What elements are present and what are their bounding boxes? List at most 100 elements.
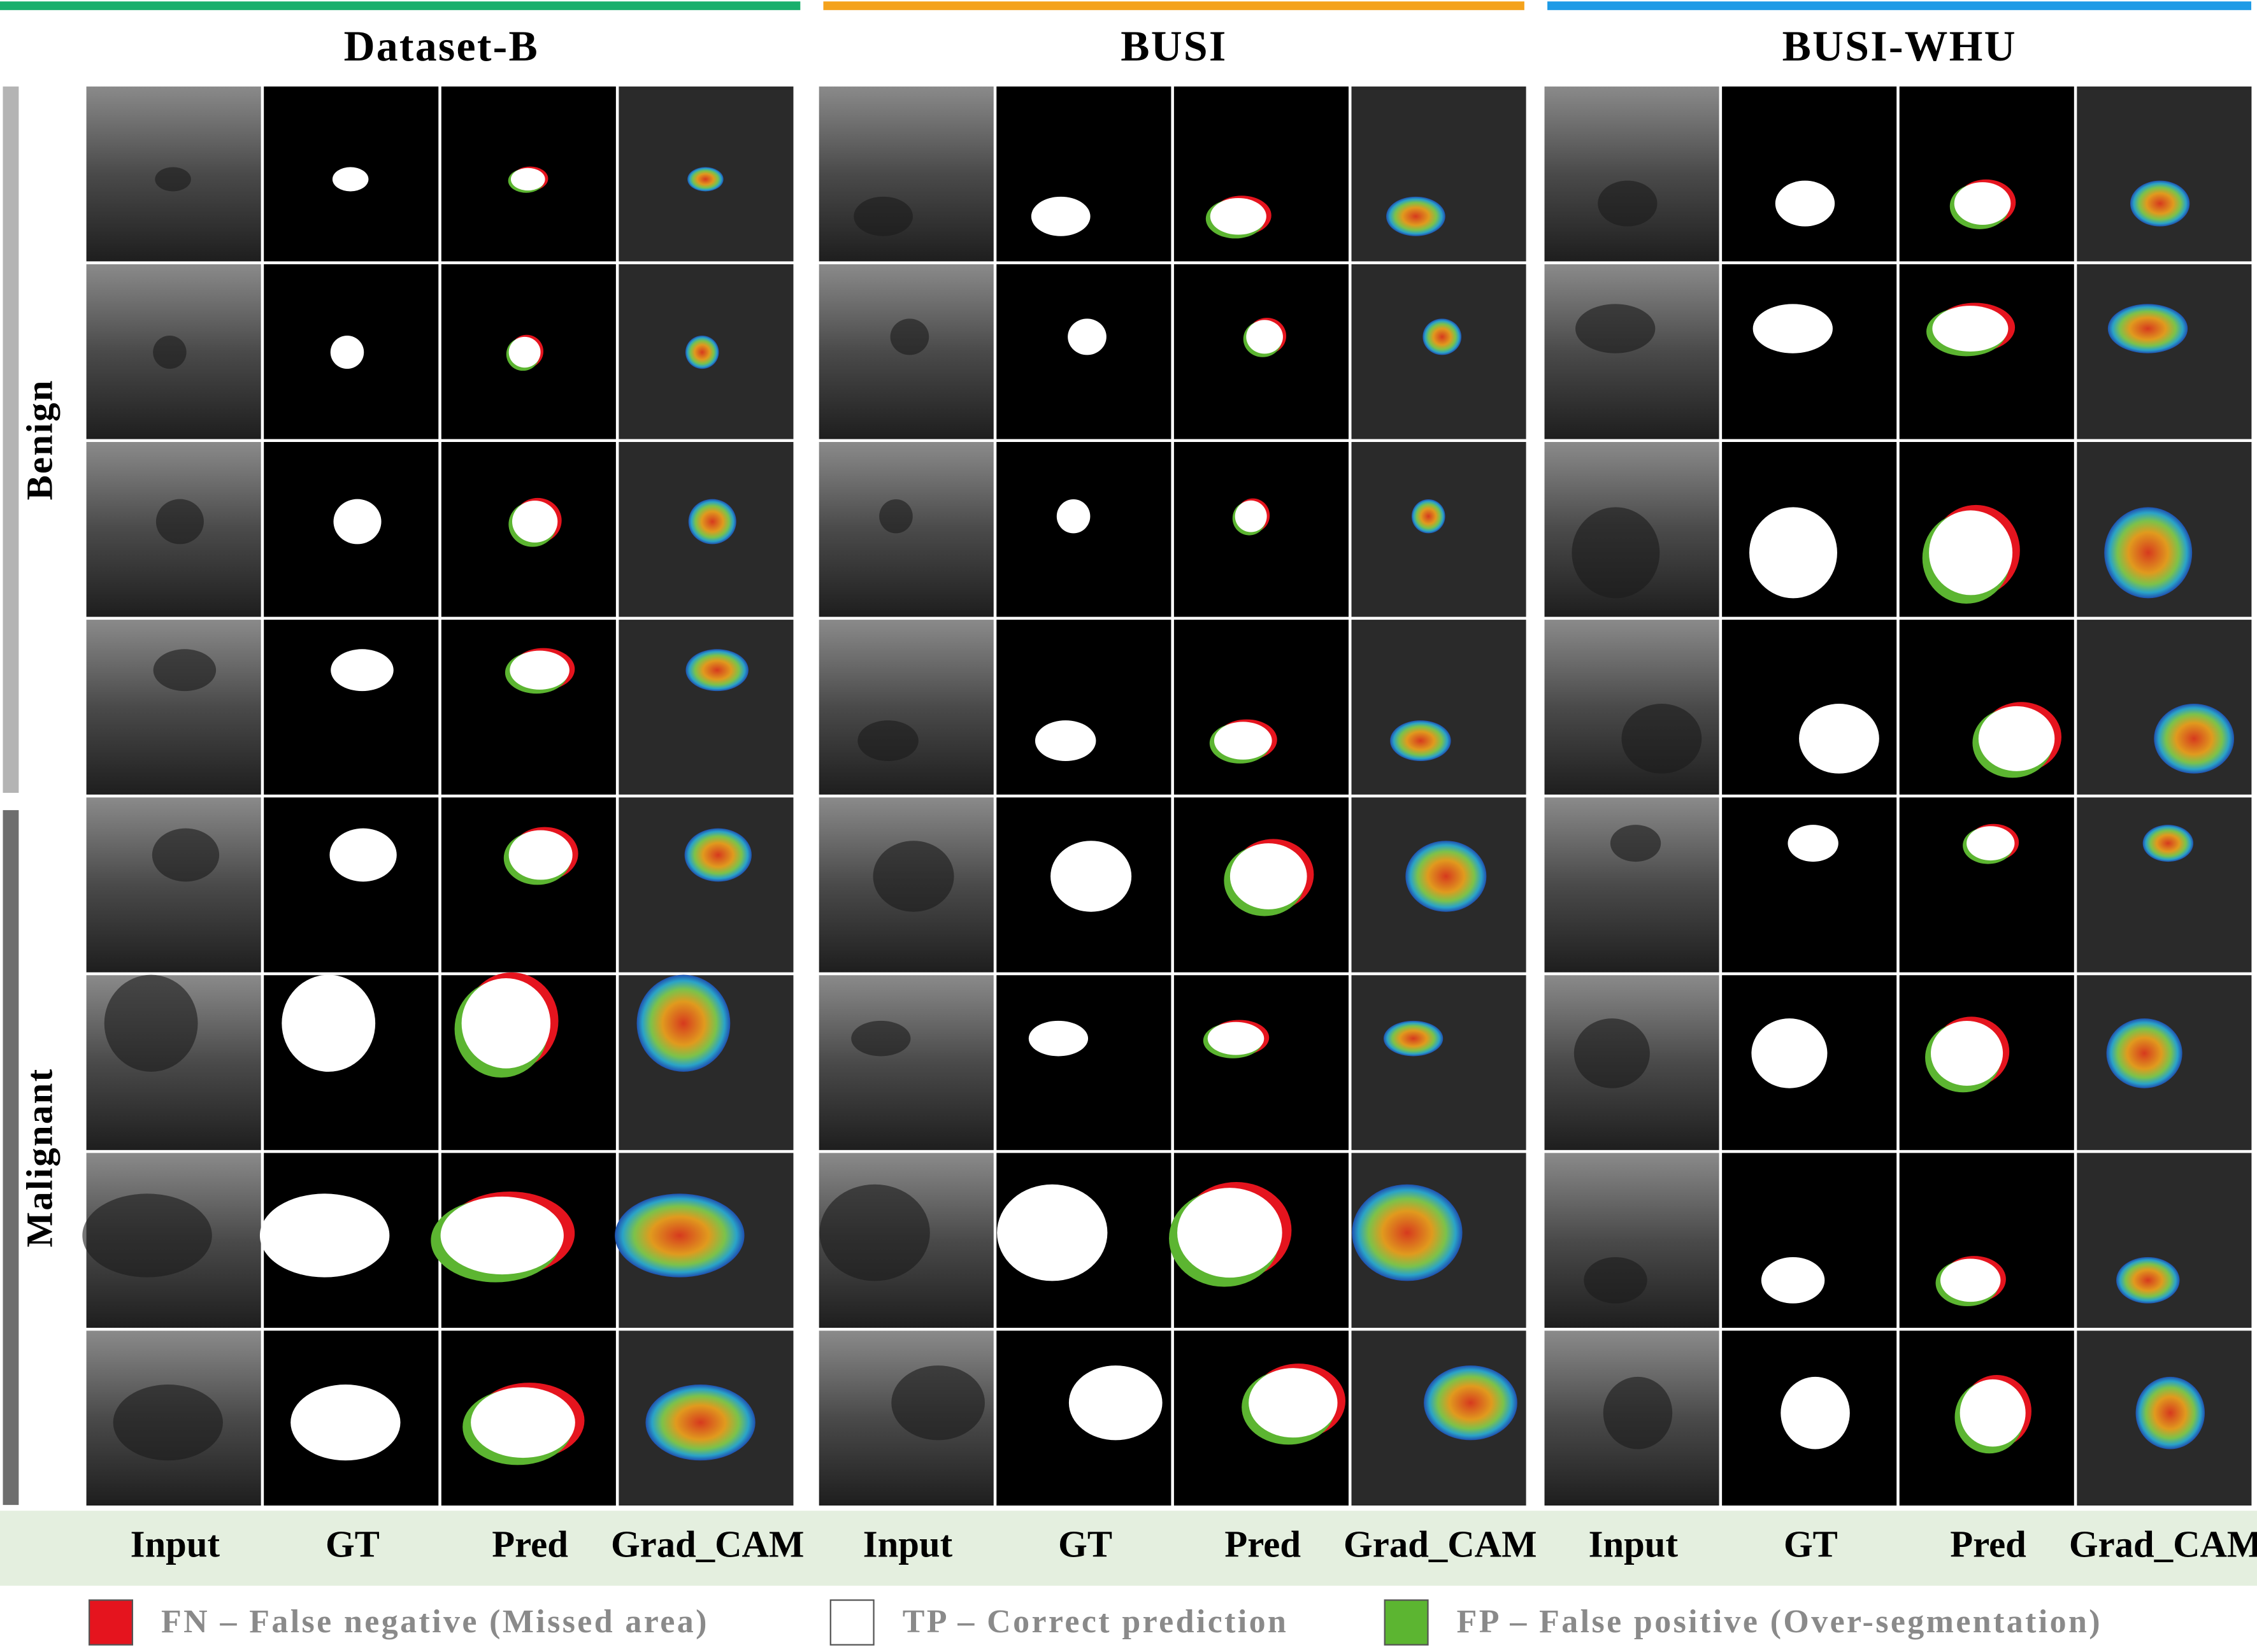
legend-text: TP – Correct prediction bbox=[903, 1604, 1289, 1640]
pred-mask bbox=[1173, 86, 1349, 262]
lesion-shadow bbox=[854, 196, 913, 236]
cam-blob bbox=[2154, 704, 2235, 774]
tp-region bbox=[510, 167, 545, 191]
tp-region bbox=[1210, 197, 1266, 235]
lesion-shadow bbox=[890, 318, 929, 355]
input-image bbox=[1544, 797, 1719, 972]
tp-region bbox=[1246, 320, 1283, 354]
input-image bbox=[1544, 620, 1719, 795]
mask-blob bbox=[1775, 180, 1835, 227]
gt-mask bbox=[1722, 1153, 1897, 1328]
gradcam-image bbox=[2077, 264, 2252, 439]
column-label: GT bbox=[326, 1523, 380, 1565]
input-image bbox=[1544, 264, 1719, 439]
gt-mask bbox=[1722, 264, 1897, 439]
gradcam-image bbox=[2077, 86, 2252, 262]
mask-blob bbox=[282, 974, 376, 1072]
tp-region bbox=[461, 978, 551, 1069]
legend-swatch bbox=[829, 1599, 875, 1646]
lesion-shadow bbox=[851, 1020, 911, 1057]
group-title: Dataset-B bbox=[344, 22, 539, 70]
mask-blob bbox=[1050, 841, 1132, 912]
tp-region bbox=[1249, 1368, 1338, 1438]
input-image bbox=[86, 620, 261, 795]
cam-blob bbox=[636, 974, 731, 1072]
mask-blob bbox=[1781, 1376, 1850, 1449]
lesion-shadow bbox=[1575, 304, 1656, 353]
cam-blob bbox=[685, 649, 749, 692]
legend-text: FP – False positive (Over-segmentation) bbox=[1457, 1604, 2102, 1640]
lesion-shadow bbox=[152, 828, 220, 882]
cam-blob bbox=[1384, 1020, 1444, 1057]
gt-mask bbox=[1722, 620, 1897, 795]
mask-blob bbox=[1035, 720, 1096, 762]
cam-blob bbox=[1386, 196, 1445, 236]
lesion-shadow bbox=[1572, 507, 1660, 599]
lesion-shadow bbox=[1573, 1018, 1650, 1088]
pred-mask bbox=[1899, 1153, 2074, 1328]
gradcam-image bbox=[619, 620, 794, 795]
column-label: Grad_CAM bbox=[2069, 1523, 2257, 1565]
gradcam-image bbox=[2077, 1153, 2252, 1328]
cam-blob bbox=[687, 167, 724, 192]
cam-blob bbox=[2142, 825, 2194, 862]
pred-mask bbox=[1173, 620, 1349, 795]
tp-region bbox=[508, 830, 573, 880]
lesion-shadow bbox=[153, 649, 217, 692]
tp-region bbox=[1207, 1022, 1265, 1055]
cam-blob bbox=[684, 828, 752, 882]
lesion-shadow bbox=[819, 1184, 930, 1281]
pred-mask bbox=[1899, 797, 2074, 972]
group-bar bbox=[1547, 1, 2251, 10]
mask-blob bbox=[1031, 196, 1091, 236]
input-image bbox=[819, 620, 994, 795]
gt-mask bbox=[1722, 797, 1897, 972]
gradcam-image bbox=[2077, 797, 2252, 972]
legend-swatch bbox=[1384, 1599, 1429, 1646]
mask-blob bbox=[1752, 304, 1833, 353]
cam-blob bbox=[615, 1193, 745, 1278]
input-image bbox=[1544, 86, 1719, 262]
mask-blob bbox=[1068, 318, 1107, 355]
mask-blob bbox=[1788, 825, 1838, 862]
tp-region bbox=[1978, 706, 2055, 771]
mask-blob bbox=[329, 828, 397, 882]
mask-blob bbox=[333, 499, 382, 545]
column-label: Grad_CAM bbox=[1343, 1523, 1537, 1565]
column-label: Grad_CAM bbox=[611, 1523, 804, 1565]
column-label: Pred bbox=[1224, 1523, 1301, 1565]
mask-blob bbox=[259, 1193, 390, 1278]
tp-region bbox=[1940, 1258, 2001, 1302]
tp-region bbox=[1177, 1188, 1282, 1278]
tp-region bbox=[471, 1387, 575, 1458]
tp-region bbox=[1229, 843, 1307, 909]
gt-mask bbox=[996, 975, 1171, 1150]
row-group-bar bbox=[3, 810, 19, 1506]
pred-mask bbox=[1899, 86, 2074, 262]
cam-blob bbox=[2130, 180, 2190, 227]
lesion-shadow bbox=[1621, 704, 1702, 774]
group-title: BUSI-WHU bbox=[1782, 22, 2017, 70]
column-label: Input bbox=[131, 1523, 220, 1565]
tp-region bbox=[1960, 1379, 2026, 1447]
mask-blob bbox=[332, 167, 369, 192]
gradcam-image bbox=[619, 797, 794, 972]
gt-mask bbox=[996, 620, 1171, 795]
pred-mask bbox=[441, 620, 616, 795]
group-title: BUSI bbox=[1121, 22, 1227, 70]
cam-blob bbox=[1405, 841, 1487, 912]
mask-blob bbox=[1799, 704, 1879, 774]
tp-region bbox=[1967, 826, 2015, 861]
input-image bbox=[819, 975, 994, 1150]
gt-mask bbox=[264, 797, 439, 972]
cam-blob bbox=[2104, 507, 2193, 599]
lesion-shadow bbox=[891, 1365, 985, 1441]
row-group-label: Benign bbox=[18, 379, 60, 500]
pred-mask bbox=[1173, 975, 1349, 1150]
lesion-shadow bbox=[155, 167, 191, 192]
tp-region bbox=[512, 501, 558, 543]
cam-blob bbox=[2135, 1376, 2205, 1449]
lesion-shadow bbox=[153, 336, 187, 369]
tp-region bbox=[1929, 510, 2013, 595]
cam-blob bbox=[2107, 304, 2188, 353]
